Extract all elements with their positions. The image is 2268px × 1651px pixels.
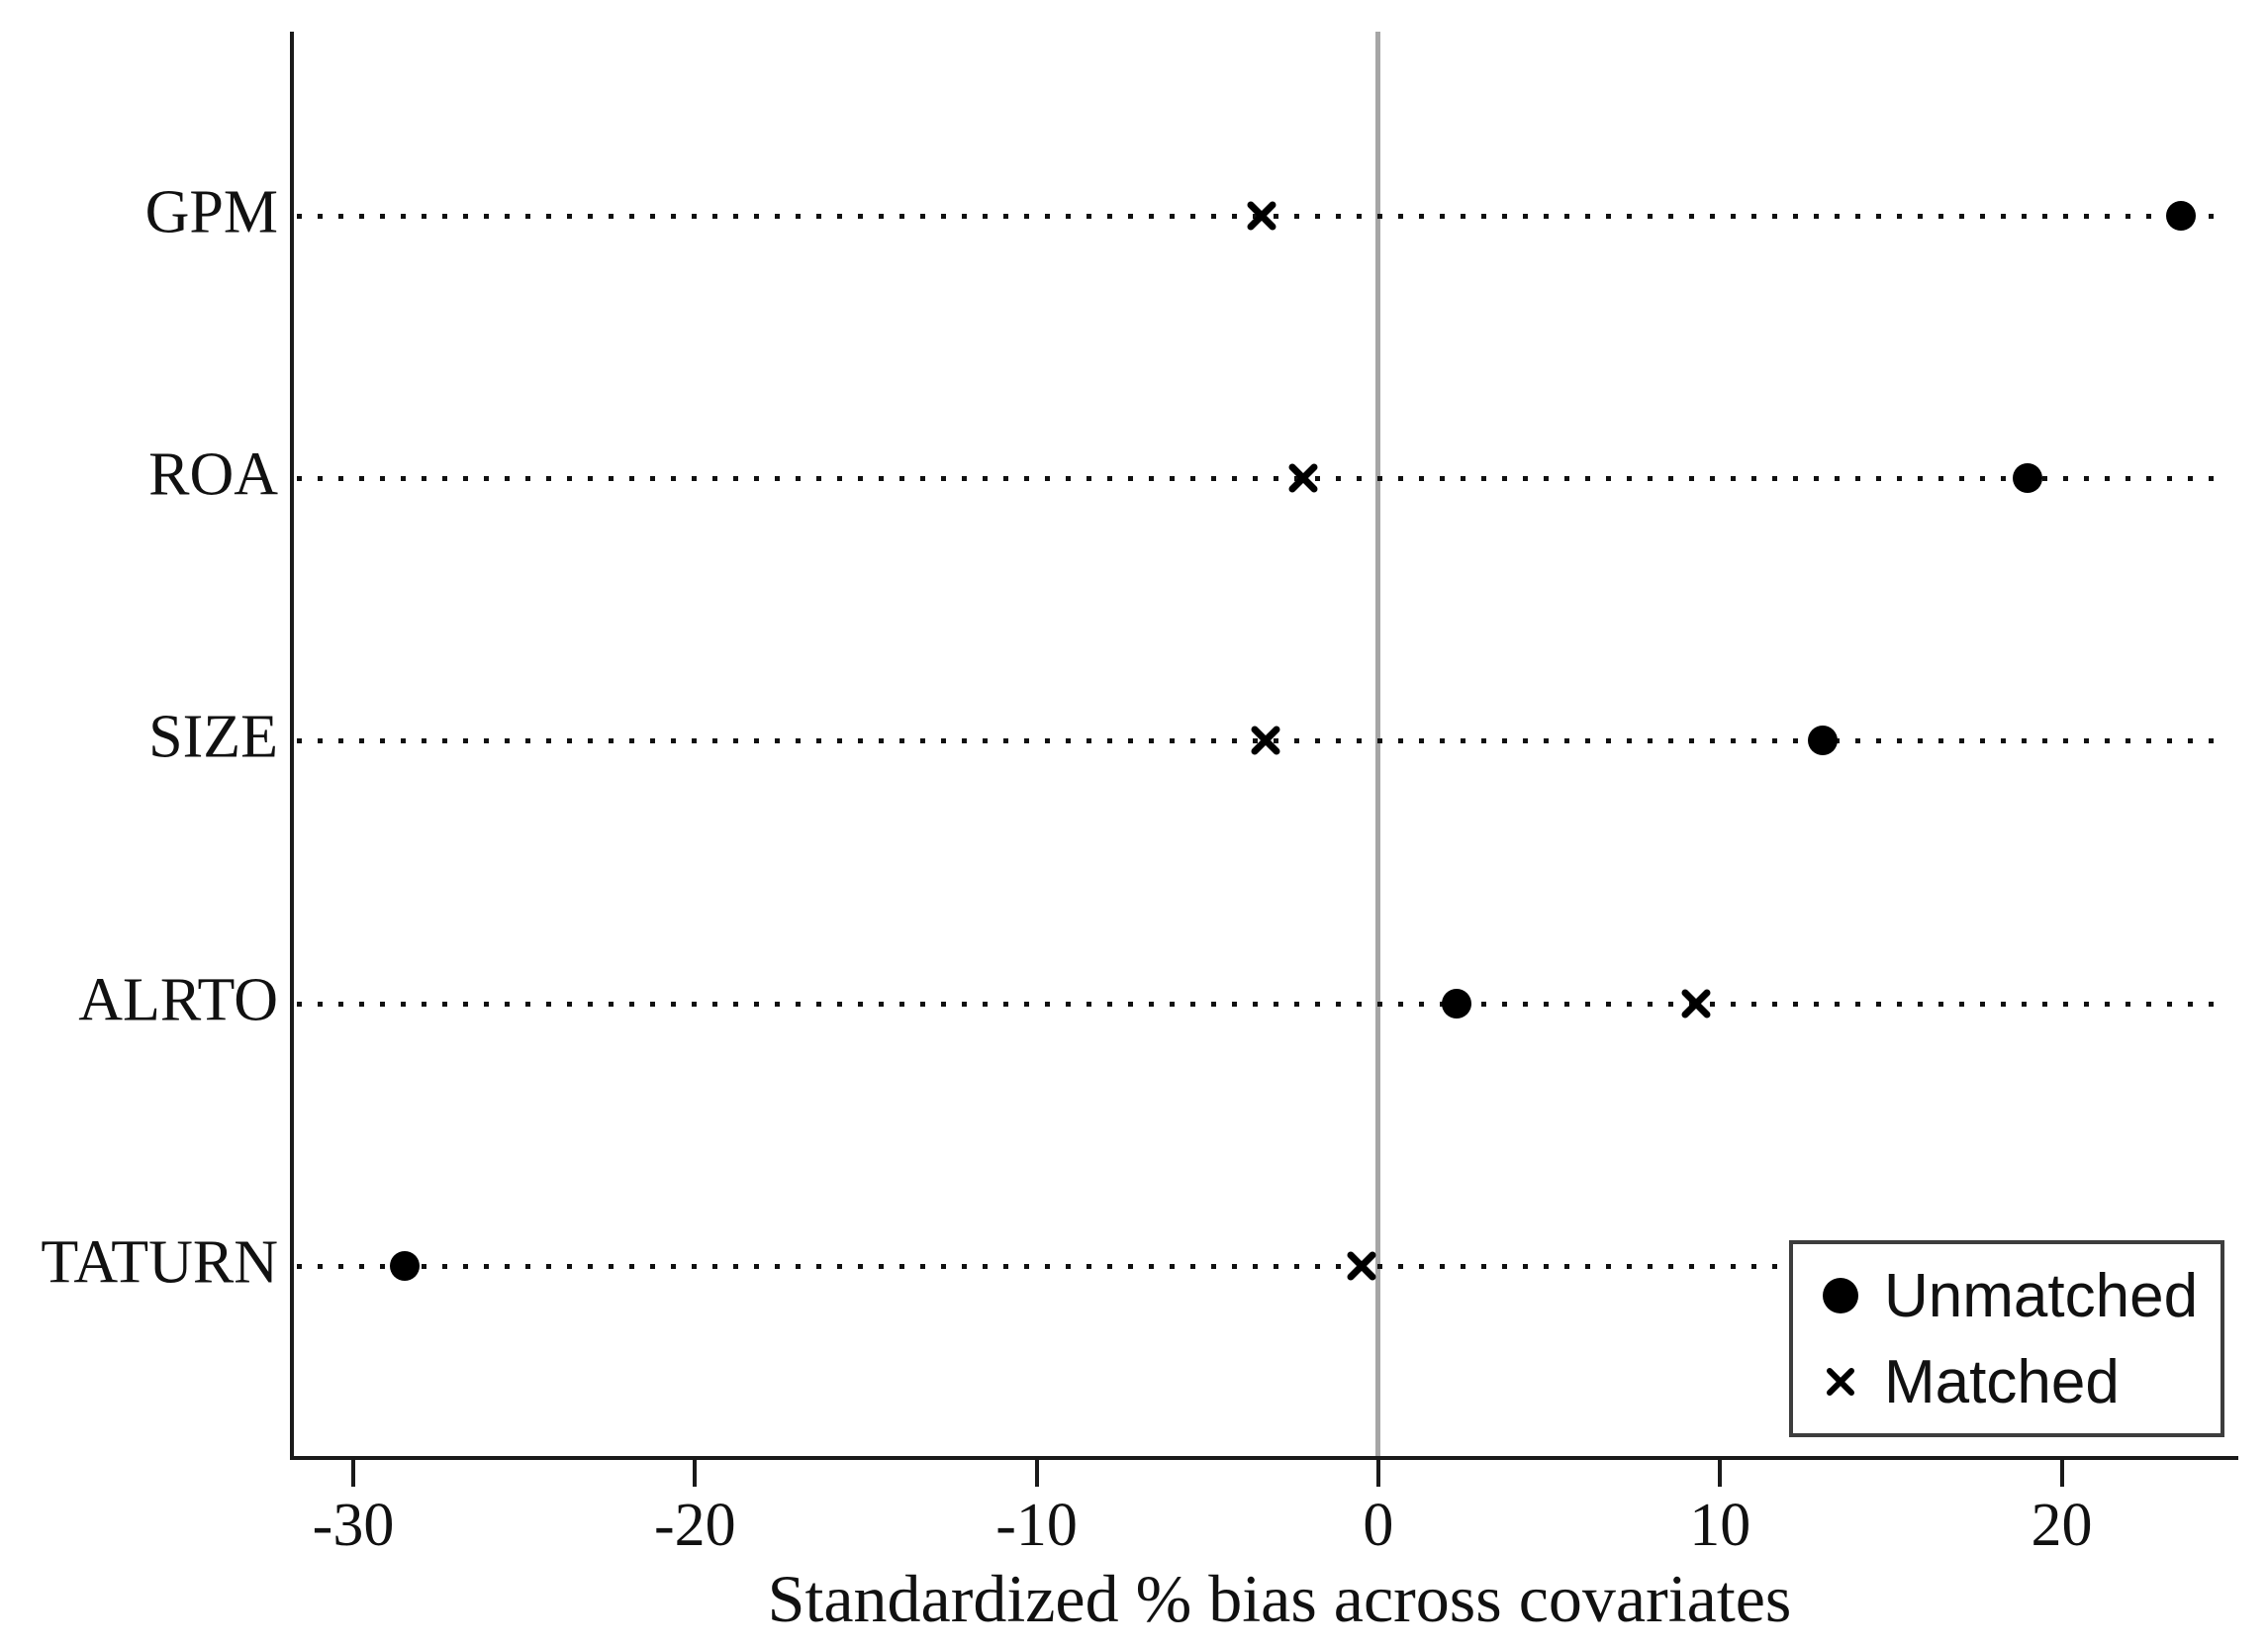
x-axis-line (290, 1456, 2238, 1460)
row-dotted-line-roa (297, 476, 2229, 481)
x-tick-label: 10 (1689, 1492, 1751, 1559)
legend-label-unmatched: Unmatched (1884, 1261, 2199, 1330)
x-tick (693, 1460, 698, 1487)
matched-point-alrto (1679, 987, 1713, 1020)
unmatched-point-alrto (1442, 989, 1472, 1019)
legend: Unmatched Matched (1789, 1240, 2224, 1437)
unmatched-circle-icon (1823, 1278, 1858, 1313)
unmatched-point-size (1807, 726, 1838, 755)
x-tick-label: -20 (653, 1492, 736, 1559)
y-axis-label-taturn: TATURN (41, 1228, 278, 1297)
y-axis-label-size: SIZE (148, 703, 278, 771)
unmatched-point-taturn (389, 1251, 420, 1281)
unmatched-point-roa (2012, 463, 2042, 493)
row-dotted-line-taturn (297, 1264, 2229, 1269)
x-tick (2059, 1460, 2064, 1487)
x-tick-label: -10 (995, 1492, 1078, 1559)
legend-item-matched: Matched (1823, 1347, 2221, 1417)
x-tick-label: 0 (1363, 1492, 1394, 1559)
y-axis-label-gpm: GPM (144, 178, 278, 246)
y-axis-label-roa: ROA (148, 440, 278, 509)
matched-point-taturn (1345, 1249, 1378, 1283)
legend-item-unmatched: Unmatched (1823, 1261, 2221, 1331)
x-tick-label: -30 (312, 1492, 395, 1559)
x-tick-label: 20 (2031, 1492, 2093, 1559)
matched-point-gpm (1245, 199, 1278, 233)
x-tick (1718, 1460, 1723, 1487)
legend-label-matched: Matched (1884, 1347, 2120, 1416)
matched-point-roa (1286, 461, 1320, 495)
matched-point-size (1249, 724, 1282, 757)
y-axis-line (290, 32, 294, 1460)
unmatched-point-gpm (2166, 201, 2197, 231)
x-axis-title: Standardized % bias across covariates (767, 1561, 1792, 1636)
x-tick (1034, 1460, 1039, 1487)
x-tick (1375, 1460, 1380, 1487)
matched-x-icon (1823, 1364, 1858, 1400)
y-axis-label-alrto: ALRTO (78, 966, 278, 1034)
zero-reference-line (1375, 32, 1380, 1458)
row-dotted-line-alrto (297, 1002, 2229, 1007)
x-tick (351, 1460, 355, 1487)
